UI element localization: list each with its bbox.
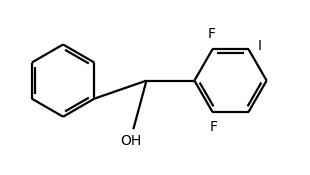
Text: F: F xyxy=(210,120,218,134)
Text: F: F xyxy=(207,27,215,41)
Text: I: I xyxy=(258,39,262,53)
Text: OH: OH xyxy=(120,134,141,148)
